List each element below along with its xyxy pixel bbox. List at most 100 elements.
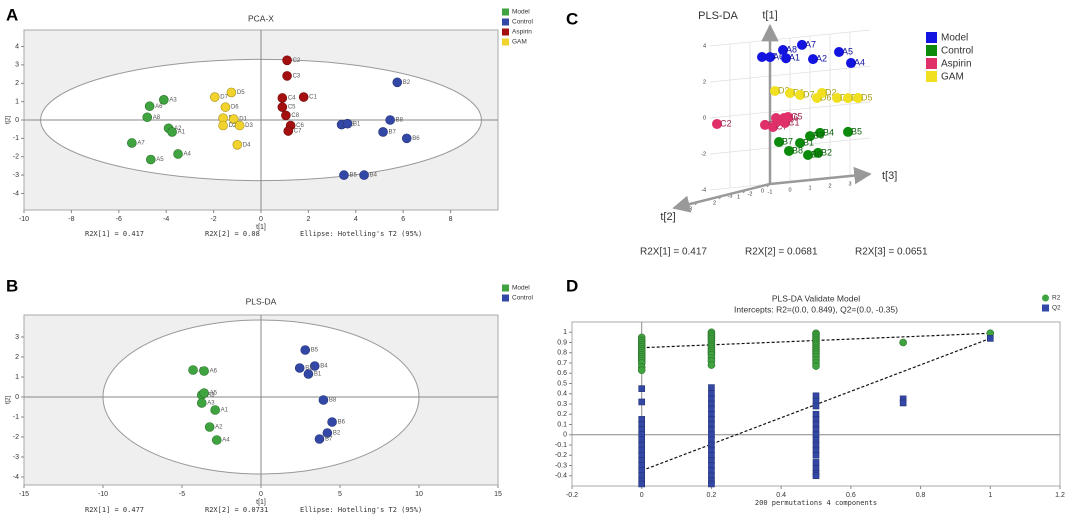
- point: [843, 93, 853, 104]
- y-tick-label: -3: [13, 172, 19, 179]
- point-label: D5: [237, 90, 245, 96]
- legend-swatch: [926, 58, 937, 69]
- point-label: B8: [792, 145, 803, 155]
- t2-axis: [672, 182, 771, 213]
- point: [797, 39, 807, 50]
- point-label: B1: [803, 137, 814, 147]
- legend-label: Aspirin: [512, 29, 532, 36]
- point: [218, 120, 228, 131]
- x-tick-label: 0: [259, 491, 263, 498]
- footer-text: R2X[2] = 0.08: [205, 230, 260, 238]
- legend-swatch: [502, 28, 509, 36]
- legend-label: Control: [512, 19, 534, 26]
- point: [812, 362, 820, 370]
- y-tick-label: 0.6: [557, 370, 567, 377]
- point-label: D2: [825, 87, 837, 97]
- x-tick-label: 5: [338, 491, 342, 498]
- footer-text: R2X[1] = 0.477: [85, 506, 144, 514]
- point: [144, 101, 155, 112]
- point-label: A8: [786, 44, 797, 54]
- t3-tick-label: 0: [788, 187, 791, 193]
- legend-label: Model: [512, 285, 530, 292]
- footer-text: Ellipse: Hotelling's T2 (95%): [300, 506, 422, 514]
- y-tick-label: 0.9: [557, 339, 567, 346]
- x-tick-label: 15: [494, 491, 502, 498]
- t2-tick-label: 1: [737, 194, 740, 200]
- point: [322, 428, 333, 438]
- chart-title: PLS-DA Validate Model: [772, 293, 860, 303]
- point-label: D7: [803, 89, 815, 99]
- point-label: B6: [811, 149, 822, 159]
- panel-label: C: [566, 9, 578, 28]
- legend-swatch: [502, 38, 509, 46]
- point: [812, 472, 820, 480]
- point: [781, 53, 791, 64]
- y-tick-label: 4: [15, 43, 19, 50]
- point: [210, 405, 220, 415]
- y-tick-label: -1: [13, 135, 19, 142]
- point-label: B2: [403, 80, 411, 86]
- point-label: B6: [412, 136, 420, 142]
- point-label: A3: [207, 401, 215, 407]
- point: [813, 147, 823, 158]
- legend-label: Control: [941, 46, 973, 57]
- point-label: C5: [791, 111, 803, 121]
- point-label: C3: [293, 73, 301, 79]
- legend-swatch: [926, 32, 937, 43]
- x-tick-label: 1: [988, 492, 992, 499]
- t1-tick-label: 4: [703, 43, 706, 49]
- y-tick-label: -4: [13, 474, 19, 481]
- point: [342, 118, 353, 129]
- point: [199, 388, 209, 398]
- point: [142, 112, 153, 123]
- x-tick-label: 0.6: [846, 492, 856, 499]
- point: [127, 138, 137, 148]
- y-tick-label: 3: [15, 62, 19, 69]
- point: [318, 395, 329, 405]
- point: [812, 402, 820, 410]
- legend-label: Model: [941, 33, 968, 44]
- y-tick-label: 0: [15, 394, 19, 401]
- y-axis-label: t[2]: [6, 116, 12, 125]
- point: [226, 87, 237, 98]
- t1-tick-label: -4: [701, 187, 706, 193]
- point: [359, 170, 369, 180]
- point: [899, 399, 907, 407]
- panel-label: D: [566, 276, 578, 295]
- point: [808, 54, 818, 65]
- t3-tick-label: -2: [748, 191, 753, 197]
- y-tick-label: -2: [13, 434, 19, 441]
- y-tick-label: -1: [13, 414, 19, 421]
- point: [199, 366, 209, 376]
- point: [294, 363, 305, 373]
- t3-axis: [769, 166, 872, 186]
- point: [277, 93, 288, 103]
- x-tick-label: 0.4: [776, 492, 786, 499]
- point: [708, 480, 715, 488]
- y-tick-label: -4: [13, 190, 19, 197]
- legend-swatch: [926, 71, 937, 82]
- x-tick-label: -6: [116, 216, 122, 223]
- x-tick-label: -10: [19, 216, 29, 223]
- point-label: C5: [288, 105, 296, 111]
- point-label: D3: [245, 123, 253, 129]
- point-label: C2: [293, 58, 301, 64]
- x-tick-label: 2: [306, 216, 310, 223]
- footer-text: R2X[1] = 0.417: [640, 247, 707, 258]
- point-label: A4: [184, 152, 192, 158]
- footer-text: R2X[2] = 0.0681: [745, 247, 818, 258]
- point: [770, 85, 780, 96]
- point-label: D6: [820, 92, 832, 102]
- point-label: D7: [220, 95, 228, 101]
- regression-line: [641, 332, 991, 349]
- point: [167, 127, 177, 137]
- legend-label: R2: [1052, 295, 1061, 302]
- point-label: C6: [296, 123, 304, 129]
- x-tick-label: 1.2: [1055, 492, 1065, 499]
- point-label: A2: [215, 425, 223, 431]
- point: [303, 369, 314, 379]
- point-label: B7: [389, 130, 397, 136]
- point: [757, 52, 767, 62]
- x-tick-label: 6: [401, 216, 405, 223]
- point-label: A8: [207, 393, 215, 399]
